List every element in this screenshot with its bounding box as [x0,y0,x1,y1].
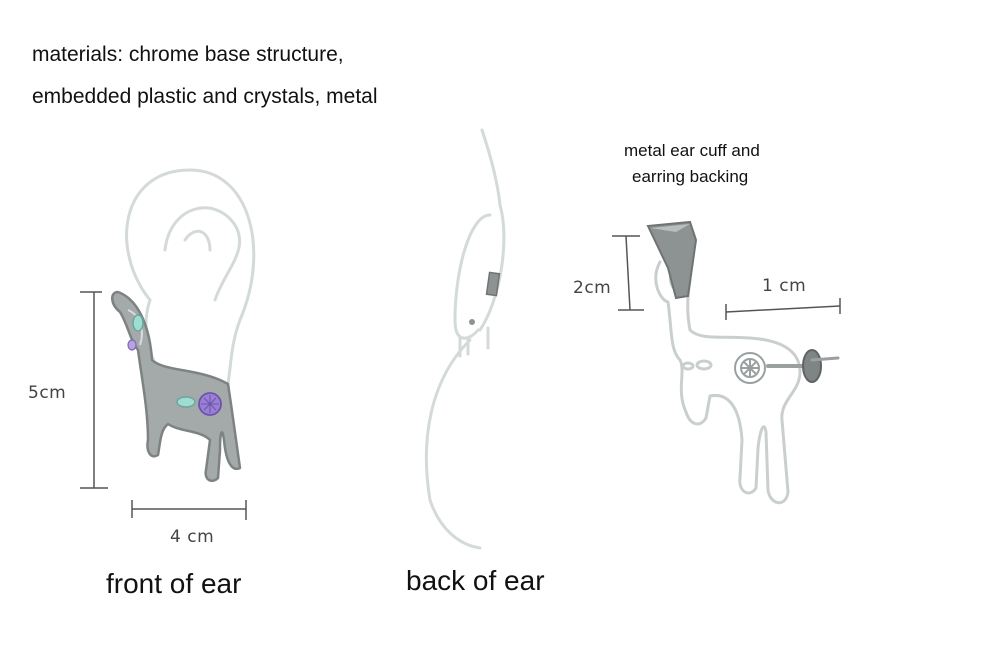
back-ear-outline [424,128,506,550]
materials-line-1: materials: chrome base structure, [32,43,344,66]
cuff-caption-line-2: earring backing [632,167,749,186]
back-of-ear-caption: back of ear [406,565,545,596]
cuff-block [646,220,698,300]
front-ear-outline [125,168,256,422]
cuff-caption-line-1: metal ear cuff and [624,141,760,160]
materials-line-2: embedded plastic and crystals, metal [32,85,378,108]
post-length-label: 1 cm [762,276,807,296]
front-of-ear-caption: front of ear [106,568,242,599]
cuff-wheel [734,352,766,384]
front-earring [111,290,242,482]
materials-note: materials: chrome base structure, embedd… [32,34,552,118]
cuff-height-label: 2cm [573,278,612,298]
crystal-purple-1 [127,339,137,351]
crystal-teal-1 [132,314,144,332]
height-label: 5cm [28,383,67,403]
back-earring-detail [458,271,501,358]
front-dimension-lines [80,291,247,520]
cuff-dimension-lines [612,235,841,320]
cuff-post-backing [766,349,840,383]
crystal-teal-2 [176,396,196,408]
width-label: 4 cm [170,527,215,547]
